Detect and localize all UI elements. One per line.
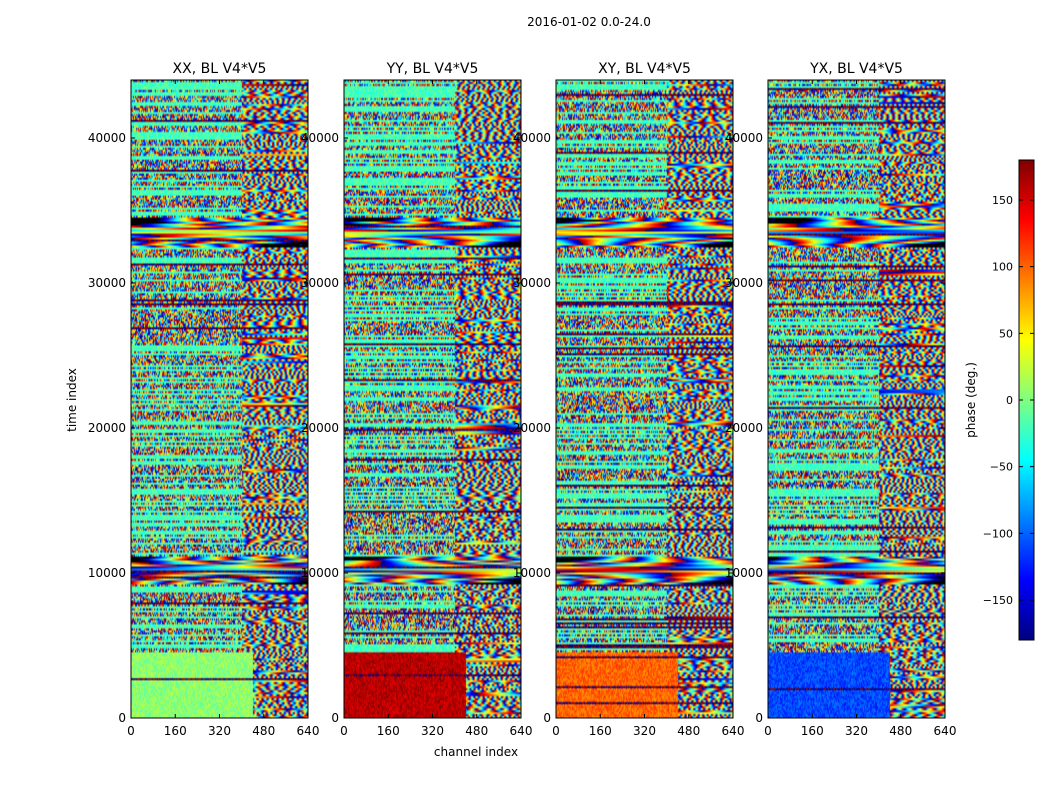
y-tick-label: 0 [118,711,126,725]
x-tick-label: 640 [722,724,745,738]
panel-title: XX, BL V4*V5 [173,61,267,77]
x-tick-label: 640 [297,724,320,738]
x-tick-label: 640 [934,724,957,738]
y-tick-label: 10000 [725,566,763,580]
panel-3: YX, BL V4*V5 0 160 320 480 640 0 10000 20000 3000… [725,61,957,738]
colorbar-gradient [1019,160,1034,640]
y-tick-label: 10000 [513,566,551,580]
x-tick-label: 0 [764,724,772,738]
y-tick-label: 40000 [301,131,339,145]
colorbar-tick-label: 150 [992,194,1013,207]
y-tick-label: 20000 [513,421,551,435]
colorbar-tick-label: −50 [990,461,1013,474]
colorbar-tick-label: −150 [983,594,1013,607]
y-tick-label: 30000 [513,276,551,290]
colorbar-tick-label: 100 [992,261,1013,274]
panels-group: XX, BL V4*V5 0 160 320 480 640 0 10000 20000 3000… [88,61,957,738]
y-tick-label: 30000 [88,276,126,290]
y-tick-label: 40000 [513,131,551,145]
colorbar-tick-label: 0 [1006,394,1013,407]
panel-title: YX, BL V4*V5 [809,61,903,77]
y-tick-label: 40000 [725,131,763,145]
x-tick-label: 480 [465,724,488,738]
x-axis-label: channel index [434,745,518,759]
x-tick-label: 480 [252,724,275,738]
figure-title: 2016-01-02 0.0-24.0 [527,15,651,29]
x-tick-label: 480 [889,724,912,738]
x-tick-label: 0 [127,724,135,738]
y-tick-label: 30000 [725,276,763,290]
panel-2: XY, BL V4*V5 0 160 320 480 640 0 10000 20000 3000… [513,61,745,738]
colorbar-label: phase (deg.) [964,362,978,438]
heatmap-image [768,80,945,718]
x-tick-label: 320 [845,724,868,738]
heatmap-image [556,80,733,718]
colorbar: −150 −100 −50 0 50 100 150 [983,159,1035,641]
panel-1: YY, BL V4*V5 0 160 320 480 640 0 10000 20000 3000… [301,61,533,738]
panel-0: XX, BL V4*V5 0 160 320 480 640 0 10000 20000 3000… [88,61,320,738]
y-tick-label: 0 [331,711,339,725]
x-tick-label: 0 [340,724,348,738]
x-tick-label: 160 [801,724,824,738]
x-tick-label: 0 [552,724,560,738]
y-tick-label: 0 [755,711,763,725]
y-axis-label: time index [65,368,79,432]
y-tick-label: 40000 [88,131,126,145]
x-tick-label: 320 [421,724,444,738]
x-tick-label: 640 [510,724,533,738]
y-tick-label: 20000 [88,421,126,435]
x-tick-label: 320 [208,724,231,738]
heatmap-image [131,80,308,718]
x-tick-label: 480 [677,724,700,738]
colorbar-tick-label: 50 [999,327,1013,340]
y-tick-label: 20000 [725,421,763,435]
y-tick-label: 10000 [88,566,126,580]
colorbar-tick-label: −100 [983,527,1013,540]
x-tick-label: 160 [377,724,400,738]
panel-title: YY, BL V4*V5 [386,61,479,77]
panel-title: XY, BL V4*V5 [598,61,691,77]
y-tick-label: 0 [543,711,551,725]
x-tick-label: 320 [633,724,656,738]
y-tick-label: 10000 [301,566,339,580]
heatmap-image [344,80,521,718]
x-tick-label: 160 [164,724,187,738]
x-tick-label: 160 [589,724,612,738]
y-tick-label: 30000 [301,276,339,290]
y-tick-label: 20000 [301,421,339,435]
